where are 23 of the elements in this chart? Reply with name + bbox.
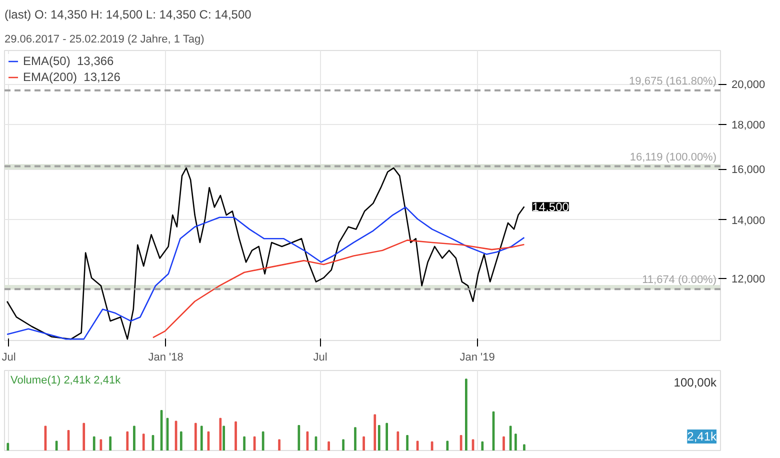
x-tick-label: Jan '18 [148,352,184,364]
x-tick-label: Jul [2,352,16,364]
y-tick-label: 14,000 [732,214,766,227]
x-tick-label: Jan '19 [460,352,495,364]
annotation: 100,00k [674,376,718,390]
line-series [6,206,525,340]
y-tick-label: 20,000 [732,79,766,92]
ref-line-label: 16,119 (100.00%) [630,151,717,164]
line-series [152,240,525,338]
y-tick-label: 12,000 [732,274,766,286]
ref-line-label: 19,675 (161.80%) [629,75,716,88]
chart-subtitle: 29.06.2017 - 25.02.2019 (2 Jahre, 1 Tag) [4,34,204,46]
legend-label: EMA(200) 13,126 [23,70,120,84]
annotation: 2,41k [687,430,718,444]
line-series [6,167,525,340]
legend-label: EMA(50) 13,366 [23,54,114,68]
annotation: 14,500 [532,200,570,214]
y-tick-label: 18,000 [732,119,766,132]
chart-title: (last) O: 14,350 H: 14,500 L: 14,350 C: 14,500 [4,8,252,22]
y-tick-label: 16,000 [732,164,766,176]
x-tick-label: Jul [313,352,328,364]
ref-line-label: 11,674 (0.00%) [642,274,717,286]
chart-title: Volume(1) 2,41k 2,41k [10,374,122,386]
